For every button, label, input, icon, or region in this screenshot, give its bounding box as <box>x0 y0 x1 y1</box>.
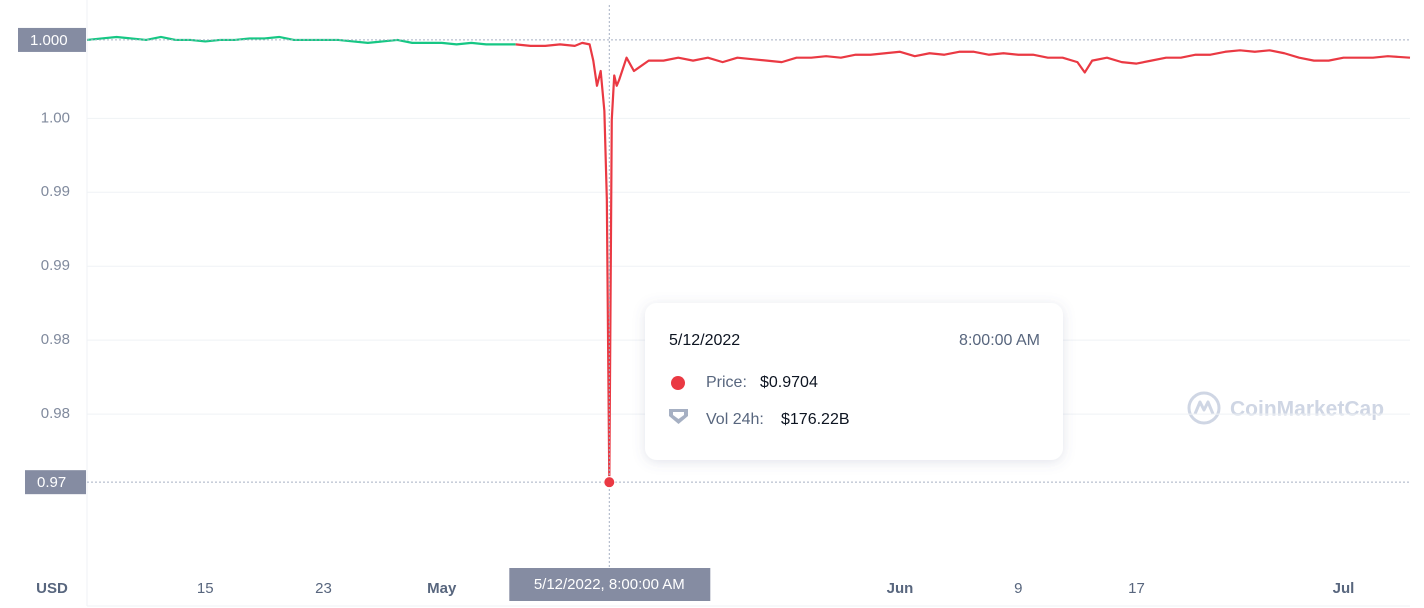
tooltip-price-dot <box>671 376 685 390</box>
price-line <box>86 35 516 46</box>
tooltip-volume: $176.22B <box>781 411 850 428</box>
current-price-label: 1.000 <box>30 32 68 49</box>
tooltip-volume-label: Vol 24h: <box>706 411 764 428</box>
y-tick-label: 0.99 <box>41 257 70 274</box>
tooltip-box <box>645 303 1063 460</box>
watermark: CoinMarketCap <box>1187 391 1384 425</box>
x-tick-label: 9 <box>1014 580 1022 597</box>
crosshair-x-label: 5/12/2022, 8:00:00 AM <box>534 576 685 593</box>
overlay: 1.000 0.97 5/12/2022, 8:00:00 AM <box>18 5 1410 601</box>
tooltip-time: 8:00:00 AM <box>959 332 1040 349</box>
y-tick-label: 0.98 <box>41 405 70 422</box>
tooltip-volume-icon-inner <box>673 412 684 419</box>
watermark-text: CoinMarketCap <box>1230 398 1384 421</box>
tooltip-date: 5/12/2022 <box>669 332 740 349</box>
x-tick-label: 15 <box>197 580 214 597</box>
crosshair-y-box <box>25 470 86 495</box>
current-price-box <box>18 27 86 52</box>
y-tick-label: 0.99 <box>41 183 70 200</box>
tooltip: 5/12/2022 8:00:00 AM Price: $0.9704 Vol … <box>645 303 1063 460</box>
crosshair-y-label: 0.97 <box>37 474 66 491</box>
y-tick-label: 1.00 <box>41 109 70 126</box>
tooltip-price-label: Price: <box>706 374 747 391</box>
x-tick-label: Jul <box>1333 580 1355 597</box>
tooltip-price: $0.9704 <box>760 374 818 391</box>
y-tick-label: 0.98 <box>41 331 70 348</box>
x-tick-label: Jun <box>887 580 914 597</box>
watermark-logo <box>1187 391 1221 425</box>
grid: 1.00 0.99 0.99 0.98 0.98 15 23 May Jun 9 17 Jul <box>41 109 1410 597</box>
lines <box>86 35 1411 484</box>
crosshair-x-box <box>509 568 711 601</box>
y-axis-label: USD <box>36 580 68 597</box>
x-tick-label: May <box>427 580 457 597</box>
hover-point <box>603 476 616 489</box>
watermark-logo-mark <box>1193 400 1215 415</box>
x-tick-label: 23 <box>315 580 332 597</box>
price-line <box>515 41 1411 484</box>
x-tick-label: 17 <box>1128 580 1145 597</box>
